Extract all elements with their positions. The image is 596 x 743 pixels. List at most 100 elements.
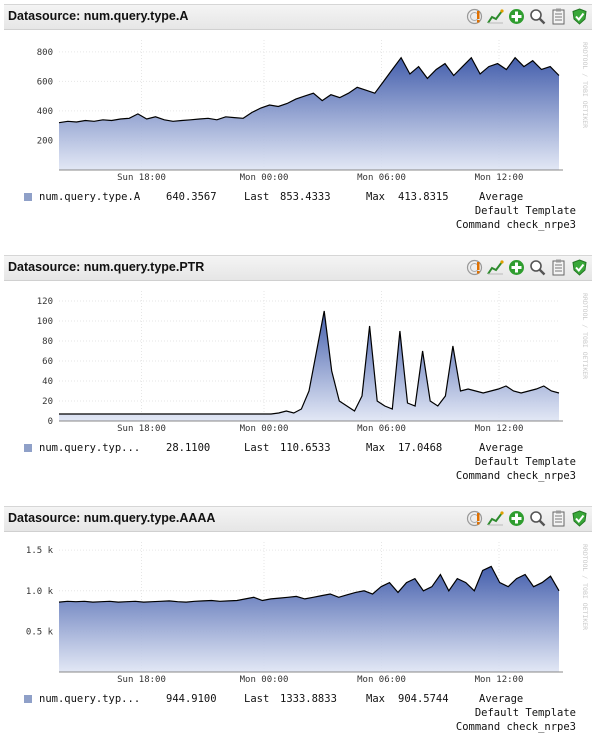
legend-value: 1333.8833 xyxy=(280,693,337,705)
chart-icon[interactable] xyxy=(487,259,504,276)
series-area xyxy=(59,57,559,171)
y-tick-label: 60 xyxy=(42,357,53,367)
add-icon[interactable] xyxy=(508,259,525,276)
rrdtool-watermark: RRDTOOL / TOBI OETIKER xyxy=(581,293,589,379)
zoom-icon[interactable] xyxy=(529,510,546,527)
command-label: Command check_nrpe3 xyxy=(455,219,576,231)
y-tick-label: 120 xyxy=(37,297,53,307)
legend-row: Default Template xyxy=(4,204,592,218)
command-label: Command check_nrpe3 xyxy=(455,470,576,482)
graph-panel: Datasource: num.query.type.PTR 0 20 40 60 80… xyxy=(4,255,592,482)
x-tick-label: Mon 12:00 xyxy=(475,173,524,180)
legend-label: Last xyxy=(244,191,270,203)
legend-value: 28.1100 xyxy=(166,442,211,454)
legend-value: 17.0468 xyxy=(398,442,443,454)
time-series-chart: 0.5 k 1.0 k 1.5 k Sun 18:00 Mon 00:00 Mon 06:… xyxy=(26,542,589,682)
check-shield-icon[interactable] xyxy=(571,510,588,527)
legend-series-name: num.query.typ... xyxy=(39,442,141,454)
status-alert-icon[interactable] xyxy=(466,259,483,276)
rrdtool-watermark: RRDTOOL / TOBI OETIKER xyxy=(581,42,589,128)
legend-row: num.query.type.A 640.3567 Last 853.4333 … xyxy=(4,190,592,204)
datasource-title: Datasource: num.query.type.AAAA xyxy=(8,511,216,525)
y-tick-label: 80 xyxy=(42,337,53,347)
y-tick-label: 1.0 k xyxy=(26,587,54,597)
x-tick-label: Mon 06:00 xyxy=(357,173,406,180)
document-icon[interactable] xyxy=(550,8,567,25)
x-tick-label: Mon 06:00 xyxy=(357,675,406,682)
legend-value: 640.3567 xyxy=(166,191,217,203)
legend-value: 413.8315 xyxy=(398,191,449,203)
panel-header: Datasource: num.query.type.AAAA xyxy=(4,506,592,532)
y-tick-label: 40 xyxy=(42,377,53,387)
y-tick-label: 200 xyxy=(37,136,53,146)
legend-value: 904.5744 xyxy=(398,693,449,705)
series-line xyxy=(58,565,560,603)
chart-icon[interactable] xyxy=(487,8,504,25)
legend-label: Average xyxy=(479,693,524,705)
x-tick-label: Sun 18:00 xyxy=(117,424,166,431)
add-icon[interactable] xyxy=(508,510,525,527)
panel-toolbar xyxy=(466,259,588,277)
x-tick-label: Mon 12:00 xyxy=(475,424,524,431)
series-line xyxy=(59,310,560,415)
document-icon[interactable] xyxy=(550,259,567,276)
series-line xyxy=(58,56,560,124)
document-icon[interactable] xyxy=(550,510,567,527)
zoom-icon[interactable] xyxy=(529,259,546,276)
chart-legend: num.query.typ... 944.9100 Last 1333.8833… xyxy=(4,692,592,734)
zoom-icon[interactable] xyxy=(529,8,546,25)
legend-swatch xyxy=(24,444,32,452)
legend-series-name: num.query.typ... xyxy=(39,693,141,705)
legend-row: Command check_nrpe3 xyxy=(4,218,592,232)
y-tick-label: 1.5 k xyxy=(26,546,54,556)
time-series-chart: 0 20 40 60 80 100 120 Sun 18:00 Mon 00:00 Mon 06:… xyxy=(37,291,589,431)
legend-swatch xyxy=(24,695,32,703)
check-shield-icon[interactable] xyxy=(571,259,588,276)
add-icon[interactable] xyxy=(508,8,525,25)
panel-toolbar xyxy=(466,8,588,26)
legend-swatch xyxy=(24,193,32,201)
datasource-title: Datasource: num.query.type.A xyxy=(8,9,189,23)
legend-row: Default Template xyxy=(4,706,592,720)
x-tick-label: Mon 00:00 xyxy=(240,675,289,682)
x-tick-label: Mon 12:00 xyxy=(475,675,524,682)
legend-row: Command check_nrpe3 xyxy=(4,469,592,483)
chart-icon[interactable] xyxy=(487,510,504,527)
command-label: Command check_nrpe3 xyxy=(455,721,576,733)
status-alert-icon[interactable] xyxy=(466,510,483,527)
graph-panel: Datasource: num.query.type.A 200 400 600 80… xyxy=(4,4,592,231)
legend-label: Max xyxy=(366,693,385,705)
graph-panel: Datasource: num.query.type.AAAA 0.5 k 1.0… xyxy=(4,506,592,733)
legend-label: Average xyxy=(479,442,524,454)
legend-value: 853.4333 xyxy=(280,191,331,203)
y-tick-label: 0 xyxy=(48,417,53,427)
x-tick-label: Mon 06:00 xyxy=(357,424,406,431)
check-shield-icon[interactable] xyxy=(571,8,588,25)
y-tick-label: 600 xyxy=(37,77,53,87)
template-label: Default Template xyxy=(474,707,576,719)
legend-row: Command check_nrpe3 xyxy=(4,720,592,734)
legend-value: 110.6533 xyxy=(280,442,331,454)
y-tick-label: 20 xyxy=(42,397,53,407)
legend-row: num.query.typ... 28.1100 Last 110.6533 M… xyxy=(4,441,592,455)
panel-header: Datasource: num.query.type.A xyxy=(4,4,592,30)
series-area xyxy=(59,311,559,421)
x-tick-label: Sun 18:00 xyxy=(117,675,166,682)
y-tick-label: 0.5 k xyxy=(26,627,54,637)
y-tick-label: 400 xyxy=(37,107,53,117)
y-tick-label: 100 xyxy=(37,317,53,327)
series-area xyxy=(59,566,559,672)
status-alert-icon[interactable] xyxy=(466,8,483,25)
template-label: Default Template xyxy=(474,205,576,217)
legend-label: Max xyxy=(366,191,385,203)
x-tick-label: Mon 00:00 xyxy=(240,424,289,431)
legend-row: Default Template xyxy=(4,455,592,469)
legend-label: Last xyxy=(244,693,270,705)
legend-label: Average xyxy=(479,191,524,203)
legend-row: num.query.typ... 944.9100 Last 1333.8833… xyxy=(4,692,592,706)
x-tick-label: Mon 00:00 xyxy=(240,173,289,180)
legend-label: Max xyxy=(366,442,385,454)
panel-header: Datasource: num.query.type.PTR xyxy=(4,255,592,281)
chart-legend: num.query.typ... 28.1100 Last 110.6533 M… xyxy=(4,441,592,483)
x-tick-label: Sun 18:00 xyxy=(117,173,166,180)
